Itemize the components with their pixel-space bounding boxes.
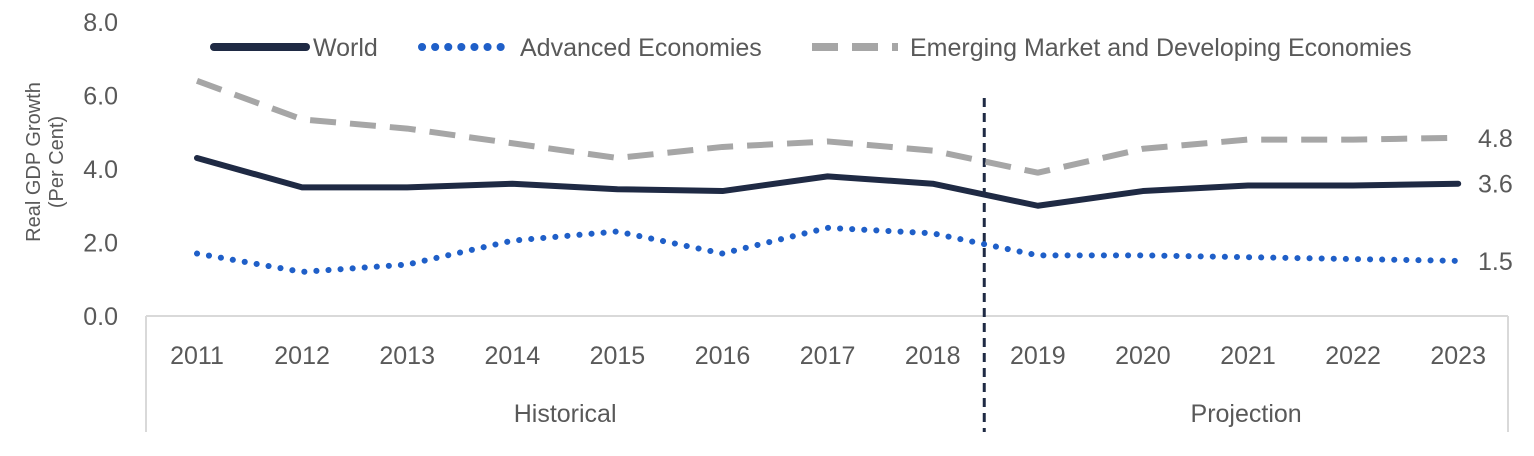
y-tick-label: 0.0 bbox=[83, 303, 118, 331]
series-end-label: 4.8 bbox=[1478, 125, 1513, 153]
x-tick-label: 2019 bbox=[1010, 342, 1066, 370]
y-tick-label: 2.0 bbox=[83, 230, 118, 258]
x-tick-label: 2022 bbox=[1325, 342, 1381, 370]
x-tick-label: 2014 bbox=[484, 342, 540, 370]
x-tick-label: 2021 bbox=[1220, 342, 1276, 370]
series-line bbox=[194, 154, 1462, 209]
y-axis-title-line-1: Real GDP Growth bbox=[23, 82, 45, 242]
x-tick-label: 2023 bbox=[1430, 342, 1486, 370]
x-tick-label: 2011 bbox=[170, 342, 224, 370]
legend: World Advanced Economies Emerging Market a… bbox=[210, 34, 1412, 62]
legend-label: Advanced Economies bbox=[520, 34, 762, 62]
legend-label: World bbox=[313, 34, 378, 62]
x-tick-label: 2013 bbox=[379, 342, 435, 370]
y-axis: 0.0 2.0 4.0 6.0 8.0 Real GDP Growth(Per Cent) bbox=[23, 9, 118, 331]
group-label: Projection bbox=[1191, 400, 1302, 428]
x-tick-label: 2020 bbox=[1115, 342, 1171, 370]
series-layer: 4.8 3.6 1.5 bbox=[194, 77, 1513, 276]
legend-item: World bbox=[210, 34, 378, 62]
series-end-label: 3.6 bbox=[1478, 171, 1513, 199]
y-axis-title-line-2: (Per Cent) bbox=[46, 116, 68, 208]
legend-item: Advanced Economies bbox=[418, 34, 762, 62]
x-tick-label: 2012 bbox=[274, 342, 330, 370]
x-tick-label: 2017 bbox=[800, 342, 856, 370]
series-end-label: 1.5 bbox=[1478, 248, 1513, 276]
plot-frame bbox=[145, 98, 1509, 432]
series-line bbox=[194, 224, 1462, 275]
y-tick-label: 4.0 bbox=[83, 156, 118, 184]
series-line bbox=[195, 77, 1459, 176]
y-tick-label: 6.0 bbox=[83, 83, 118, 111]
y-axis-title: Real GDP Growth(Per Cent) bbox=[23, 82, 68, 242]
x-tick-label: 2016 bbox=[695, 342, 751, 370]
y-tick-label: 8.0 bbox=[83, 9, 118, 37]
x-tick-label: 2015 bbox=[590, 342, 646, 370]
x-tick-label: 2018 bbox=[905, 342, 961, 370]
legend-label: Emerging Market and Developing Economies bbox=[910, 34, 1412, 62]
group-label: Historical bbox=[514, 400, 617, 428]
x-axis: 2011 2012 2013 2014 2015 2016 2017 2018 2019 2020… bbox=[170, 342, 1486, 428]
legend-item: Emerging Market and Developing Economies bbox=[812, 34, 1412, 62]
